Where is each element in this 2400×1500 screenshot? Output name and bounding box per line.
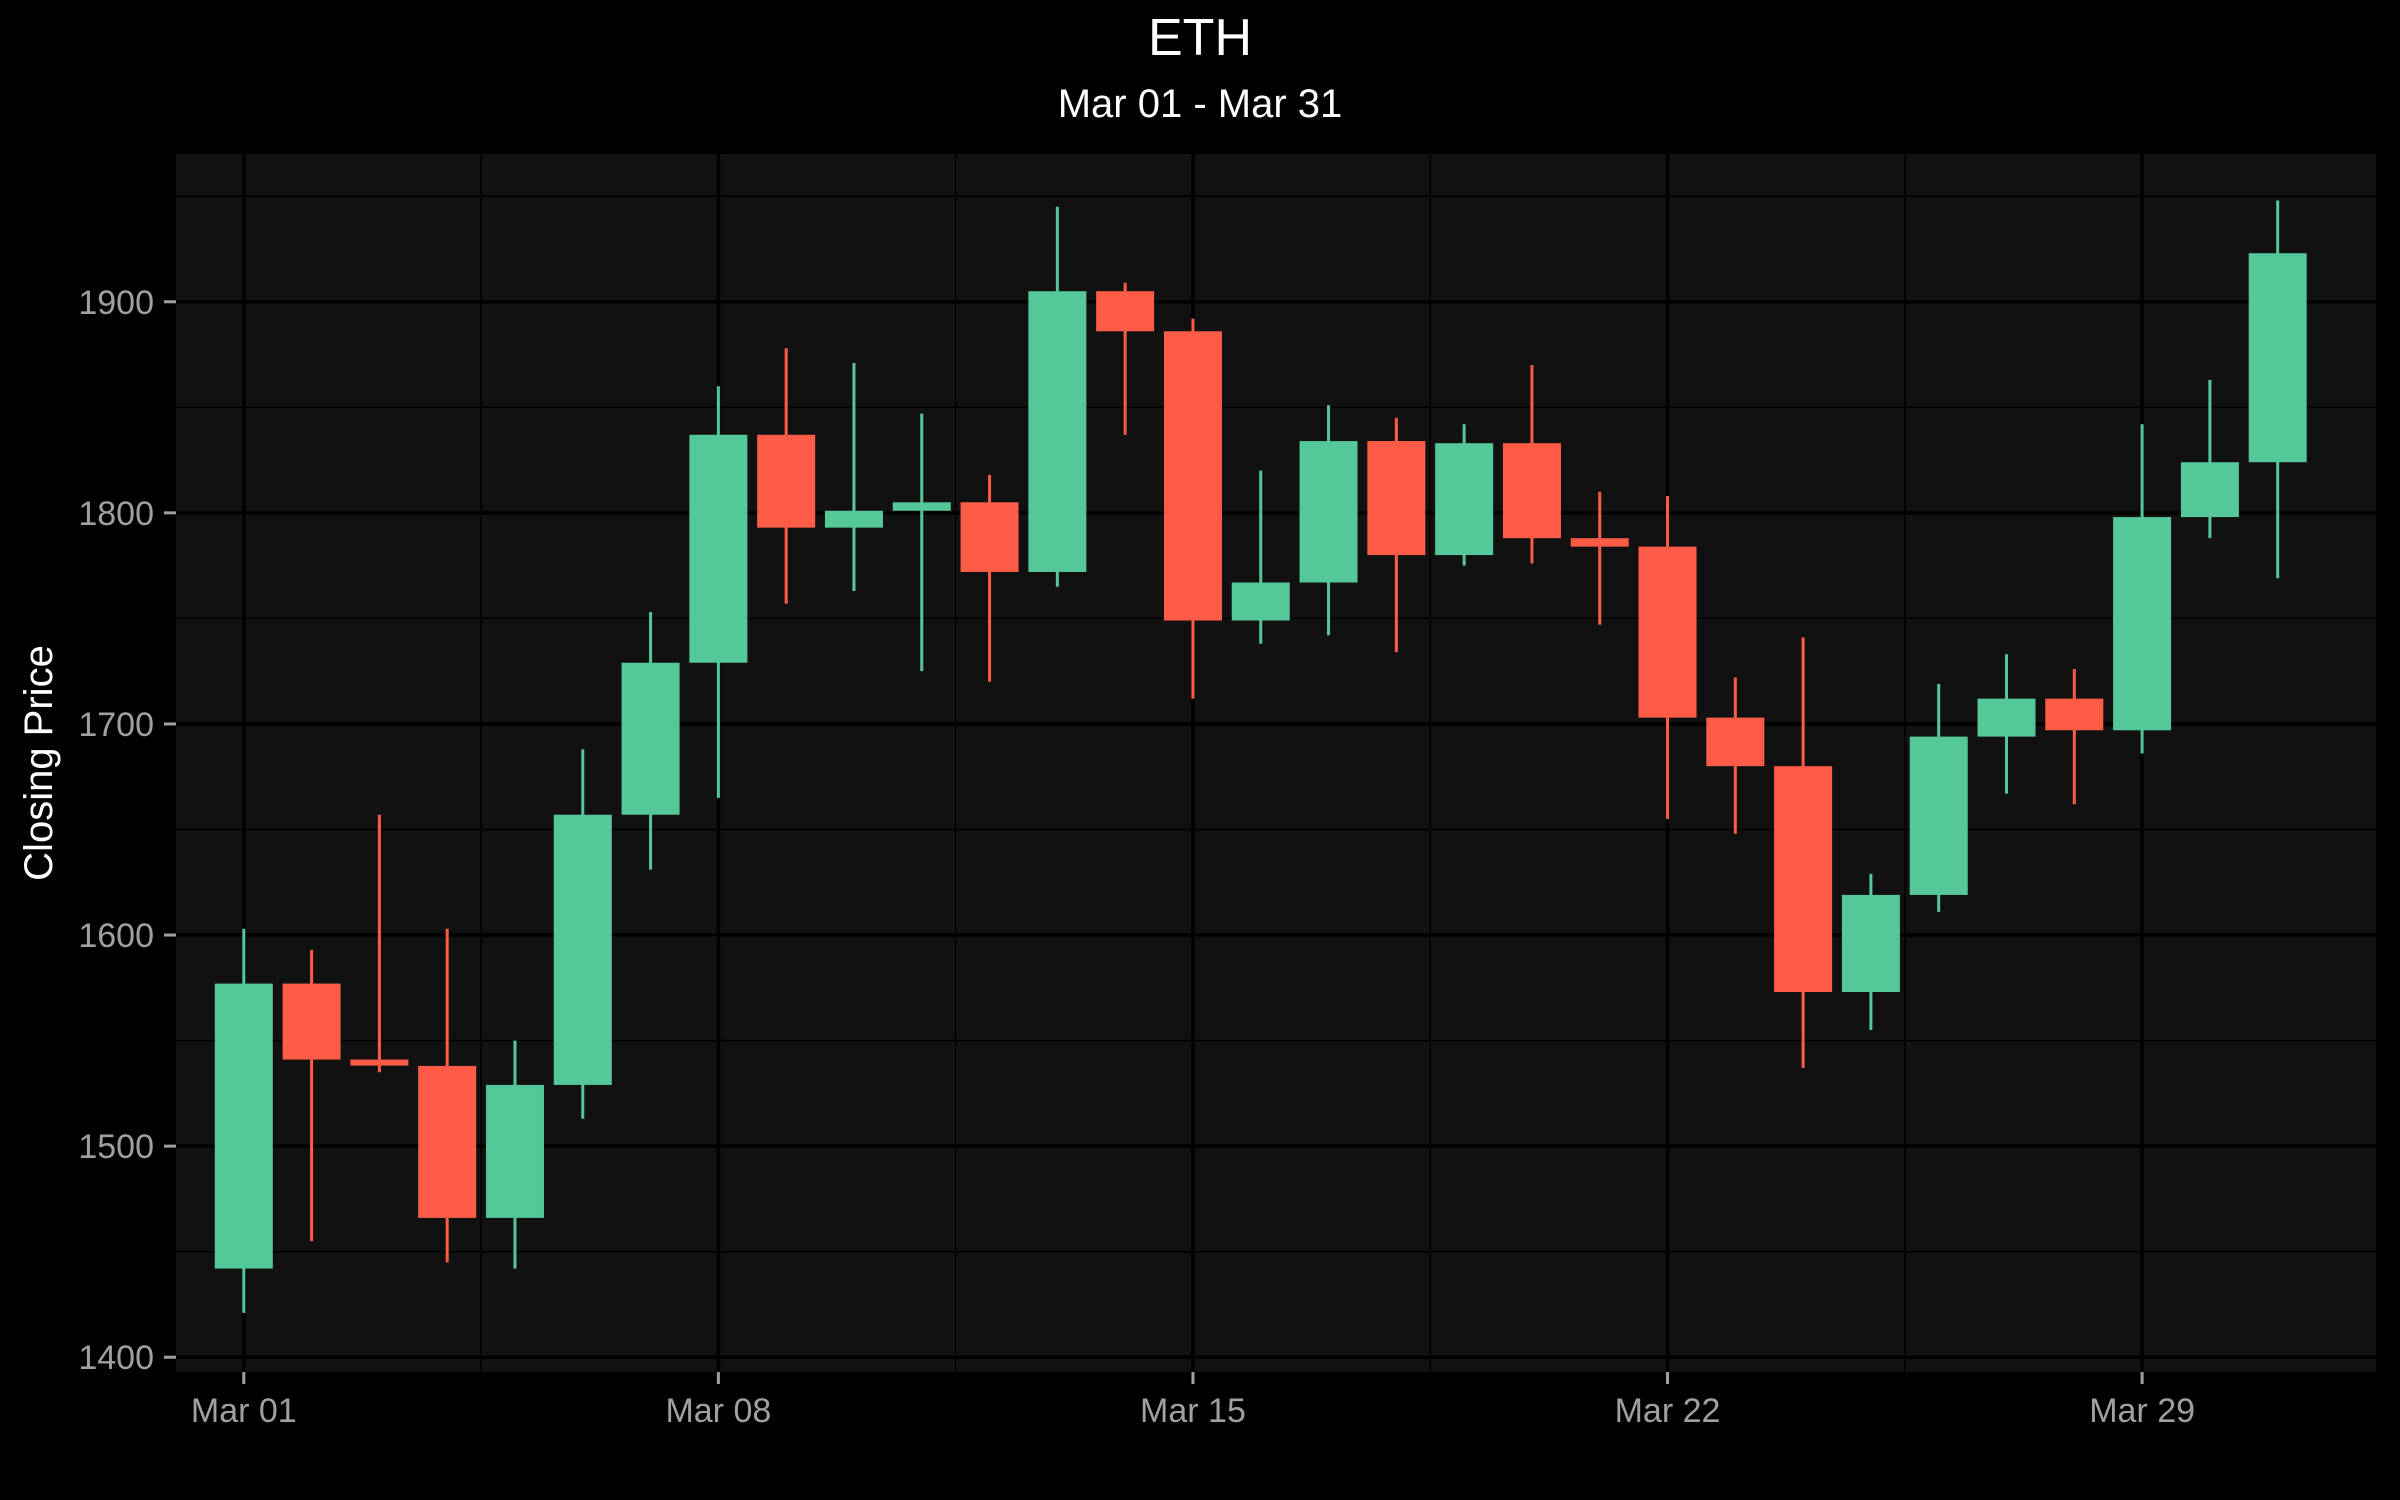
candle-layer bbox=[214, 200, 2307, 1313]
x-tick-label: Mar 15 bbox=[1140, 1392, 1246, 1430]
candle-body-up bbox=[1909, 736, 1968, 895]
candle-body-up bbox=[1028, 291, 1087, 572]
candle-body-down bbox=[960, 502, 1019, 572]
candle-body-down bbox=[1774, 766, 1833, 993]
candle-body-up bbox=[553, 814, 612, 1085]
y-tick-label: 1800 bbox=[78, 495, 154, 533]
chart-subtitle: Mar 01 - Mar 31 bbox=[1057, 82, 1343, 126]
candle-body-down bbox=[1163, 331, 1222, 621]
candle-body-down bbox=[282, 983, 341, 1060]
candle-body-down bbox=[1502, 443, 1561, 539]
candle-body-down bbox=[1367, 441, 1426, 556]
y-tick-label: 1600 bbox=[78, 917, 154, 955]
candle-body-down bbox=[2045, 698, 2104, 731]
chart-title: ETH bbox=[1148, 9, 1252, 67]
x-tick-label: Mar 08 bbox=[665, 1392, 771, 1430]
candle-body-down bbox=[350, 1059, 409, 1066]
candle-body-up bbox=[2248, 253, 2307, 463]
candle-body-down bbox=[757, 434, 816, 528]
y-tick-label: 1400 bbox=[78, 1339, 154, 1377]
candle-body-up bbox=[621, 662, 680, 815]
x-tick-label: Mar 01 bbox=[191, 1392, 297, 1430]
candle-body-up bbox=[2113, 517, 2172, 731]
candle-body-down bbox=[1096, 291, 1155, 332]
candle-body-down bbox=[1638, 546, 1697, 718]
candle-body-up bbox=[1231, 582, 1290, 621]
candle-body-up bbox=[1841, 894, 1900, 993]
x-tick-label: Mar 29 bbox=[2089, 1392, 2195, 1430]
y-tick-label: 1900 bbox=[78, 284, 154, 322]
candle-body-up bbox=[892, 502, 951, 511]
candle-body-up bbox=[689, 434, 748, 663]
y-axis-label: Closing Price bbox=[17, 645, 61, 881]
candle-body-up bbox=[1435, 443, 1494, 556]
candle-body-up bbox=[824, 510, 883, 528]
y-tick-label: 1500 bbox=[78, 1128, 154, 1166]
axis-layer: 1400 1500 1600 1700 1800 1900 Mar 01 Mar 08 Mar … bbox=[78, 284, 2195, 1430]
candle-body-down bbox=[418, 1065, 477, 1218]
candle-body-up bbox=[1977, 698, 2036, 737]
candle-body-up bbox=[214, 983, 273, 1269]
candle-body-down bbox=[1570, 538, 1629, 547]
candle-body-down bbox=[1706, 717, 1765, 767]
candle-body-up bbox=[1299, 441, 1358, 583]
x-tick-label: Mar 22 bbox=[1615, 1392, 1721, 1430]
candle-body-up bbox=[2180, 462, 2239, 518]
y-tick-label: 1700 bbox=[78, 706, 154, 744]
candle-body-up bbox=[485, 1084, 544, 1218]
